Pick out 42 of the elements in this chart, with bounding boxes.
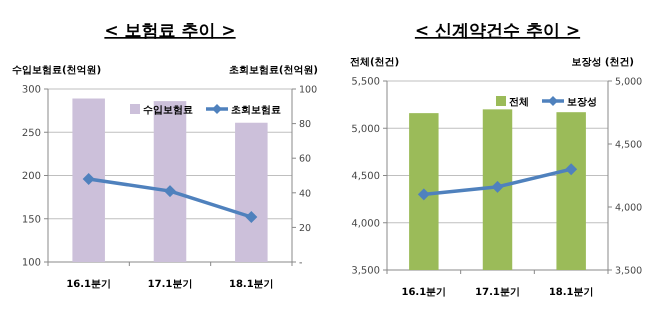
x-tick-label: 16.1분기 [66,279,112,290]
point [164,185,176,198]
y2-tick-label: 5,000 [615,76,642,88]
y2-tick-label: 4,000 [615,202,642,214]
point [492,180,504,193]
y-axis-title: 수입보험료(천억원) [12,65,102,76]
y-tick-label: 250 [22,128,41,139]
x-tick-label: 18.1분기 [548,287,594,298]
x-tick-label: 18.1분기 [228,279,274,290]
y-tick-label: 3,500 [351,266,380,276]
y-tick-label: 5,500 [351,76,380,88]
legend-label: 보장성 [567,97,597,108]
chart-title: < 신계약건수 추이 > [414,21,580,41]
y2-tick-label: 100 [299,84,318,96]
legend-label: 전체 [509,97,529,108]
y2-axis-title: 보장성 (천건) [571,57,634,68]
y-tick-label: 5,000 [351,124,380,135]
legend-label: 수입보험료 [143,105,193,116]
point [418,188,430,200]
y2-tick-label: 60 [299,154,312,165]
y2-tick-label: 40 [299,188,312,200]
point [245,211,258,224]
y-tick-label: 4,000 [351,218,380,230]
y2-tick-label: - [299,258,302,268]
chart-title: < 보험료 추이 > [104,21,236,41]
y-tick-label: 4,500 [351,171,380,182]
y2-tick-label: 20 [299,222,312,234]
point [82,172,95,185]
y2-tick-label: 80 [299,119,312,130]
x-tick-label: 17.1분기 [475,287,520,298]
y-axis-title: 전체(천건) [350,57,400,68]
y-tick-label: 100 [22,258,41,268]
y-tick-label: 300 [22,84,41,96]
legend-label: 초회보험료 [231,105,281,116]
y2-axis-title: 초회보험료(천억원) [228,65,318,76]
x-tick-label: 17.1분기 [148,279,192,290]
point [565,163,578,176]
y2-tick-label: 3,500 [615,266,642,276]
y2-tick-label: 4,500 [615,140,642,150]
x-tick-label: 16.1분기 [401,287,446,298]
y-tick-label: 200 [22,171,41,182]
y-tick-label: 150 [22,214,41,226]
